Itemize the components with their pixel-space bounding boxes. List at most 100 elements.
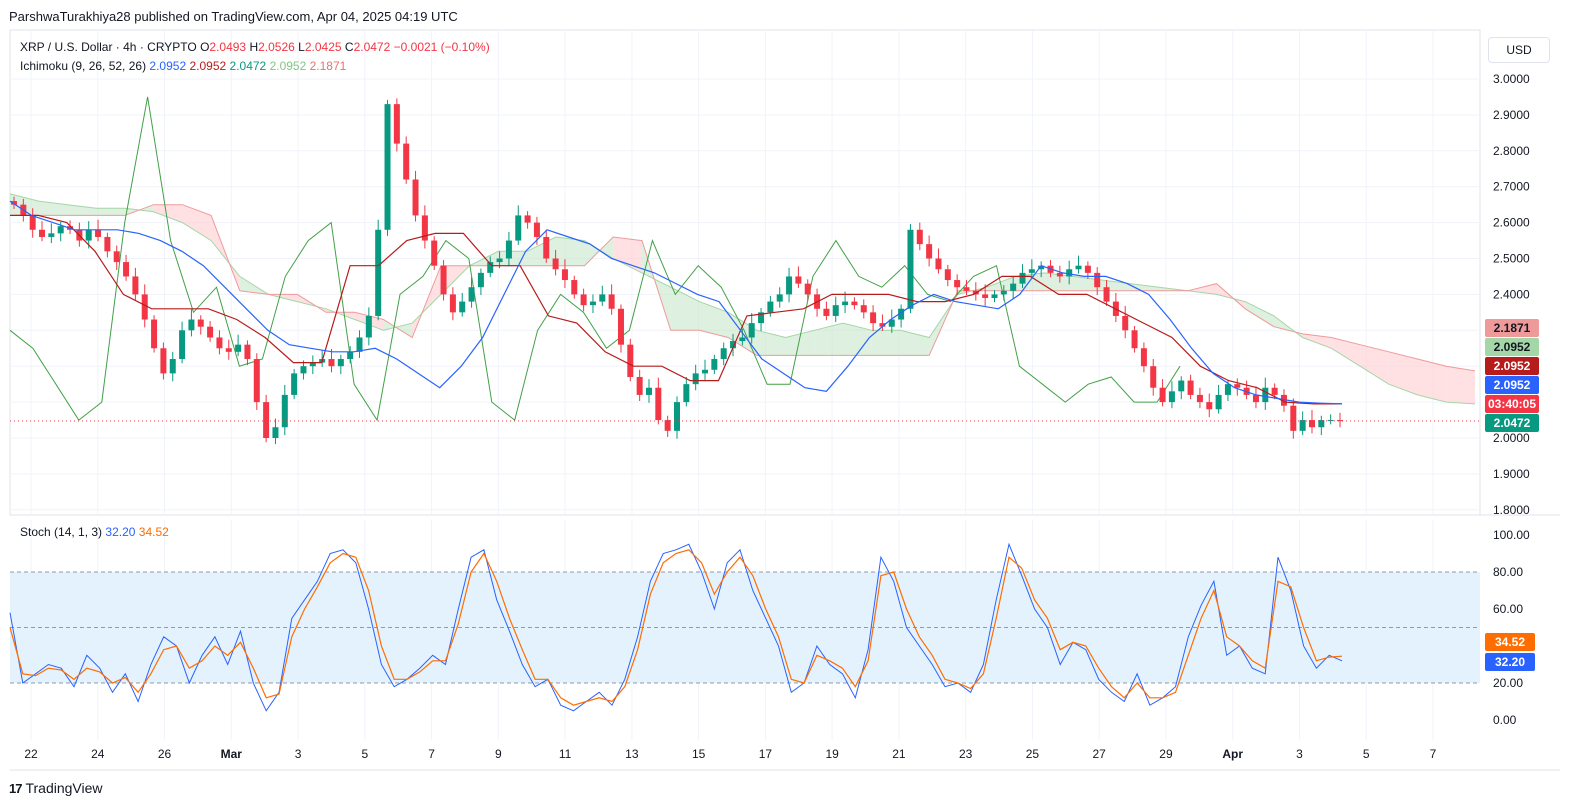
candle-body — [916, 229, 923, 245]
candle-body — [1252, 394, 1259, 403]
price-pane — [9, 29, 1481, 516]
candle-body — [1140, 348, 1147, 367]
candle-body — [711, 359, 718, 370]
change-value: −0.0021 (−0.10%) — [393, 40, 490, 54]
tradingview-brand: TradingView — [25, 780, 103, 796]
ichimoku-conversion-line — [9, 200, 1343, 405]
tradingview-logo[interactable]: 17 TradingView — [9, 780, 103, 796]
ichimoku-cloud-segment — [641, 240, 671, 331]
stoch-tick-label: 100.00 — [1493, 528, 1530, 542]
candle-body — [253, 359, 260, 403]
ichimoku-cloud-segment — [1417, 359, 1447, 403]
stoch-tick-label: 80.00 — [1493, 565, 1523, 579]
candle-body — [1150, 366, 1157, 388]
candle-body — [263, 402, 270, 438]
price-tick-label: 2.9000 — [1493, 108, 1530, 122]
candle-body — [627, 344, 634, 377]
price-badge-label: 2.0952 — [1494, 340, 1531, 354]
candle-body — [85, 229, 92, 241]
candle-body — [1299, 420, 1306, 431]
ichimoku-cloud-segment — [843, 323, 872, 356]
candle-body — [160, 348, 167, 374]
price-badge-label: 03:40:05 — [1488, 397, 1536, 411]
price-tick-label: 2.0000 — [1493, 431, 1530, 445]
candle-body — [795, 276, 802, 284]
candle-body — [197, 319, 204, 327]
time-tick-label: Apr — [1222, 747, 1243, 761]
ichimoku-span-a — [9, 193, 1476, 405]
ichimoku-cloud-segment — [1245, 301, 1274, 327]
time-tick-label: 22 — [24, 747, 38, 761]
stoch-title[interactable]: Stoch (14, 1, 3) — [20, 525, 103, 539]
stoch-badge-label: 34.52 — [1495, 635, 1525, 649]
ichimoku-base-line — [10, 214, 1342, 405]
candle-body — [636, 376, 643, 395]
candle-body — [216, 337, 223, 349]
candle-body — [608, 294, 615, 309]
candle-body — [1290, 405, 1297, 431]
candle-body — [599, 294, 606, 302]
candle-body — [449, 294, 456, 313]
candle-body — [95, 229, 102, 237]
time-tick-label: 21 — [892, 747, 906, 761]
candle-body — [132, 276, 139, 295]
candle-body — [459, 301, 466, 313]
candle-body — [104, 236, 111, 252]
candle-body — [281, 394, 288, 428]
stoch-tick-label: 0.00 — [1493, 713, 1517, 727]
currency-button[interactable]: USD — [1488, 37, 1550, 63]
time-tick-label: 26 — [158, 747, 172, 761]
stoch-d-value: 34.52 — [138, 525, 169, 539]
candle-body — [384, 104, 391, 230]
time-tick-label: 19 — [825, 747, 839, 761]
candle-body — [300, 366, 307, 374]
candle-body — [879, 323, 886, 327]
stoch-k-value: 32.20 — [105, 525, 136, 539]
candle-body — [748, 323, 755, 338]
ichimoku-cloud-segment — [527, 236, 556, 266]
time-tick-label: 7 — [428, 747, 435, 761]
candle-body — [365, 315, 372, 338]
candle-body — [487, 262, 494, 273]
candle-body — [123, 262, 130, 277]
candle-body — [674, 402, 680, 431]
candle-body — [1337, 420, 1343, 422]
candle-body — [1019, 272, 1026, 284]
candle-body — [617, 308, 624, 345]
candle-body — [926, 244, 933, 259]
symbol-title[interactable]: XRP / U.S. Dollar · 4h · CRYPTO — [20, 40, 197, 54]
candle-body — [1066, 269, 1073, 277]
time-tick-label: 29 — [1159, 747, 1173, 761]
ichimoku-cloud-segment — [182, 204, 212, 241]
publisher-line: ParshwaTurakhiya28 published on TradingV… — [9, 9, 458, 24]
candle-body — [244, 344, 251, 360]
open-label: O — [200, 40, 210, 54]
candle-body — [730, 341, 737, 349]
ichimoku-cloud-segment — [1331, 337, 1361, 367]
candle-body — [1084, 265, 1091, 273]
candle-body — [580, 294, 587, 306]
candle-body — [776, 294, 783, 302]
ich-base-value: 2.0952 — [189, 59, 227, 73]
candle-body — [1234, 384, 1241, 388]
candle-body — [403, 143, 410, 180]
ichimoku-cloud-segment — [153, 204, 183, 223]
candle-body — [561, 269, 568, 281]
ichimoku-title[interactable]: Ichimoku (9, 26, 52, 26) — [20, 59, 147, 73]
candle-body — [1168, 391, 1175, 403]
price-badge-label: 2.0472 — [1494, 416, 1531, 430]
candle-body — [655, 387, 662, 421]
candle-body — [991, 294, 998, 298]
candle-body — [1122, 315, 1129, 331]
time-tick-label: 5 — [1363, 747, 1370, 761]
close-label: C — [344, 40, 354, 54]
ichimoku-cloud-segment — [785, 330, 815, 356]
candle-body — [235, 344, 242, 352]
candle-body — [309, 362, 316, 367]
candle-body — [1271, 387, 1278, 395]
candle-body — [272, 427, 279, 438]
ich-span-a-value: 2.0952 — [269, 59, 307, 73]
time-tick-label: Mar — [221, 747, 243, 761]
candle-body — [786, 276, 793, 295]
